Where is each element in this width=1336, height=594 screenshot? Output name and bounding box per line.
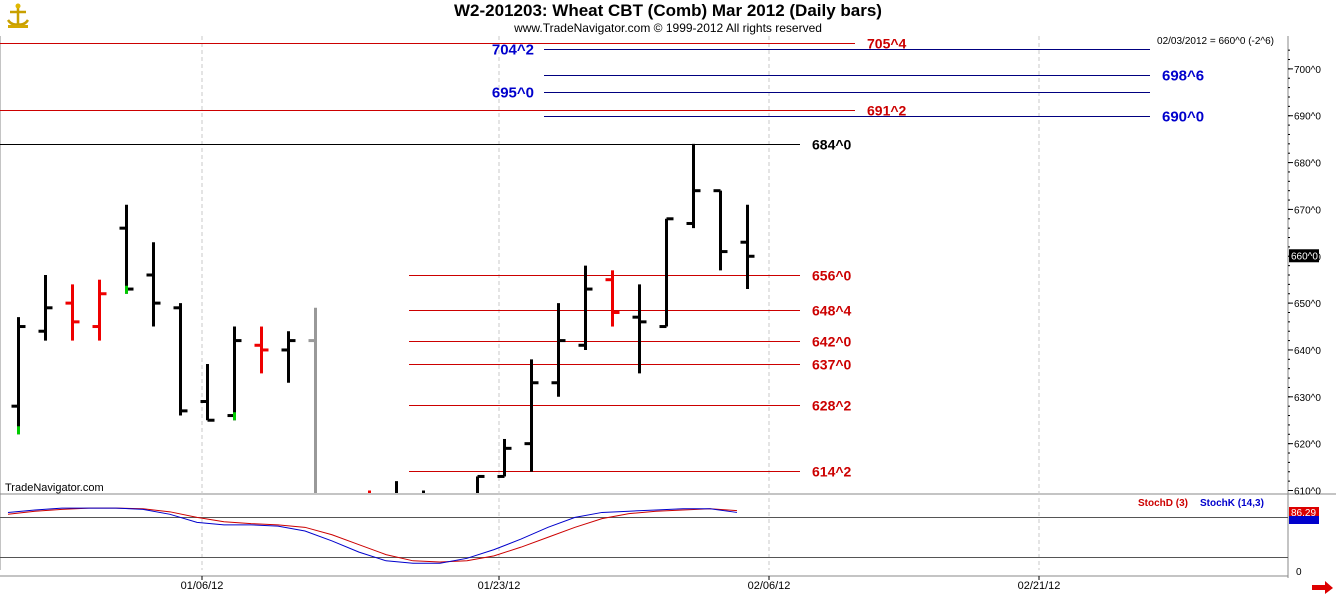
price-axis: 610^0 620^0 630^0 640^0 650^0 660^0 670^0 680^0… bbox=[1288, 49, 1321, 498]
ohlc-bar bbox=[422, 490, 425, 493]
date-axis: 01/06/12 01/23/12 02/06/12 02/21/12 bbox=[181, 576, 1333, 594]
price-tick-label: 650^0 bbox=[1294, 299, 1321, 310]
ohlc-bar bbox=[497, 438, 512, 478]
stoch-axis-label: 0 bbox=[1296, 567, 1302, 578]
level-label: 656^0 bbox=[812, 268, 852, 284]
level-label: 691^2 bbox=[867, 103, 907, 119]
ohlc-bar bbox=[336, 514, 350, 547]
ohlc-bar bbox=[444, 495, 458, 537]
ohlc-bar bbox=[395, 481, 398, 493]
date-tick-label: 02/06/12 bbox=[748, 580, 791, 592]
ohlc-bar bbox=[146, 242, 161, 327]
level-label: 695^0 bbox=[492, 85, 534, 102]
ohlc-bar bbox=[308, 307, 317, 493]
chart-title: W2-201203: Wheat CBT (Comb) Mar 2012 (Da… bbox=[454, 1, 882, 20]
stoch-d-legend: StochD (3) bbox=[1138, 498, 1188, 509]
level-label: 698^6 bbox=[1162, 68, 1204, 85]
level-label: 628^2 bbox=[812, 398, 852, 414]
price-bars bbox=[11, 143, 755, 547]
chart-grid bbox=[0, 36, 1336, 578]
stochastic-panel: StochD (3) StochK (14,3) 86.29 0 bbox=[0, 498, 1319, 578]
ohlc-bar bbox=[227, 326, 242, 421]
current-price-box bbox=[1289, 249, 1319, 263]
copyright-notice: www.TradeNavigator.com © 1999-2012 All r… bbox=[514, 21, 822, 35]
price-tick-label: 640^0 bbox=[1294, 346, 1321, 357]
ohlc-bar bbox=[173, 303, 188, 416]
ohlc-bar bbox=[740, 204, 755, 290]
ohlc-bar bbox=[659, 217, 674, 329]
price-tick-label: 670^0 bbox=[1294, 205, 1321, 216]
price-tick-label: 680^0 bbox=[1294, 159, 1321, 170]
price-tick-label: 700^0 bbox=[1294, 65, 1321, 76]
level-label: 648^4 bbox=[812, 303, 852, 319]
date-tick-label: 02/21/12 bbox=[1018, 580, 1061, 592]
stoch-d-line bbox=[7, 507, 738, 563]
ohlc-bar bbox=[686, 143, 701, 229]
price-tick-label: 610^0 bbox=[1294, 487, 1321, 498]
stoch-value-label: 86.29 bbox=[1291, 508, 1316, 519]
ohlc-bar bbox=[551, 303, 566, 397]
ohlc-bar bbox=[281, 331, 296, 383]
level-label: 614^2 bbox=[812, 464, 852, 480]
stoch-k-value-box bbox=[1289, 516, 1319, 524]
ohlc-bar bbox=[65, 284, 80, 341]
date-tick-label: 01/23/12 bbox=[478, 580, 521, 592]
price-tick-label: 630^0 bbox=[1294, 393, 1321, 404]
last-price-info: 02/03/2012 = 660^0 (-2^6) bbox=[1157, 36, 1274, 47]
level-label: 705^4 bbox=[867, 36, 907, 52]
ohlc-bar bbox=[713, 189, 728, 271]
level-label: 704^2 bbox=[492, 42, 534, 59]
ohlc-bar bbox=[200, 364, 215, 422]
level-label: 642^0 bbox=[812, 334, 852, 350]
watermark-text: TradeNavigator.com bbox=[5, 482, 104, 494]
stoch-d-value-box bbox=[1289, 507, 1319, 517]
ohlc-bar bbox=[119, 204, 134, 294]
trade-navigator-logo-icon bbox=[4, 2, 32, 30]
current-price-label: 660^0 bbox=[1291, 251, 1318, 262]
ohlc-bar bbox=[578, 265, 593, 350]
stoch-k-line bbox=[7, 507, 738, 564]
date-tick-label: 01/06/12 bbox=[181, 580, 224, 592]
ohlc-bar bbox=[11, 317, 26, 435]
ohlc-bar bbox=[632, 284, 647, 374]
support-resistance-levels: 705^4 704^2 698^6 695^0 691^2 690^0 684^0 656^0… bbox=[0, 36, 1204, 480]
scroll-right-arrow-icon bbox=[1312, 581, 1333, 594]
ohlc-bar bbox=[368, 490, 371, 493]
price-tick-label: 690^0 bbox=[1294, 112, 1321, 123]
ohlc-bar bbox=[476, 474, 485, 493]
level-label: 684^0 bbox=[812, 137, 852, 153]
ohlc-bar bbox=[524, 359, 539, 472]
ohlc-bar bbox=[92, 279, 107, 341]
price-tick-label: 620^0 bbox=[1294, 440, 1321, 451]
ohlc-bar bbox=[38, 275, 53, 341]
level-label: 637^0 bbox=[812, 357, 852, 373]
stoch-k-legend: StochK (14,3) bbox=[1200, 498, 1264, 509]
ohlc-bar bbox=[605, 270, 620, 327]
ohlc-bar bbox=[254, 326, 269, 374]
level-label: 690^0 bbox=[1162, 109, 1204, 126]
